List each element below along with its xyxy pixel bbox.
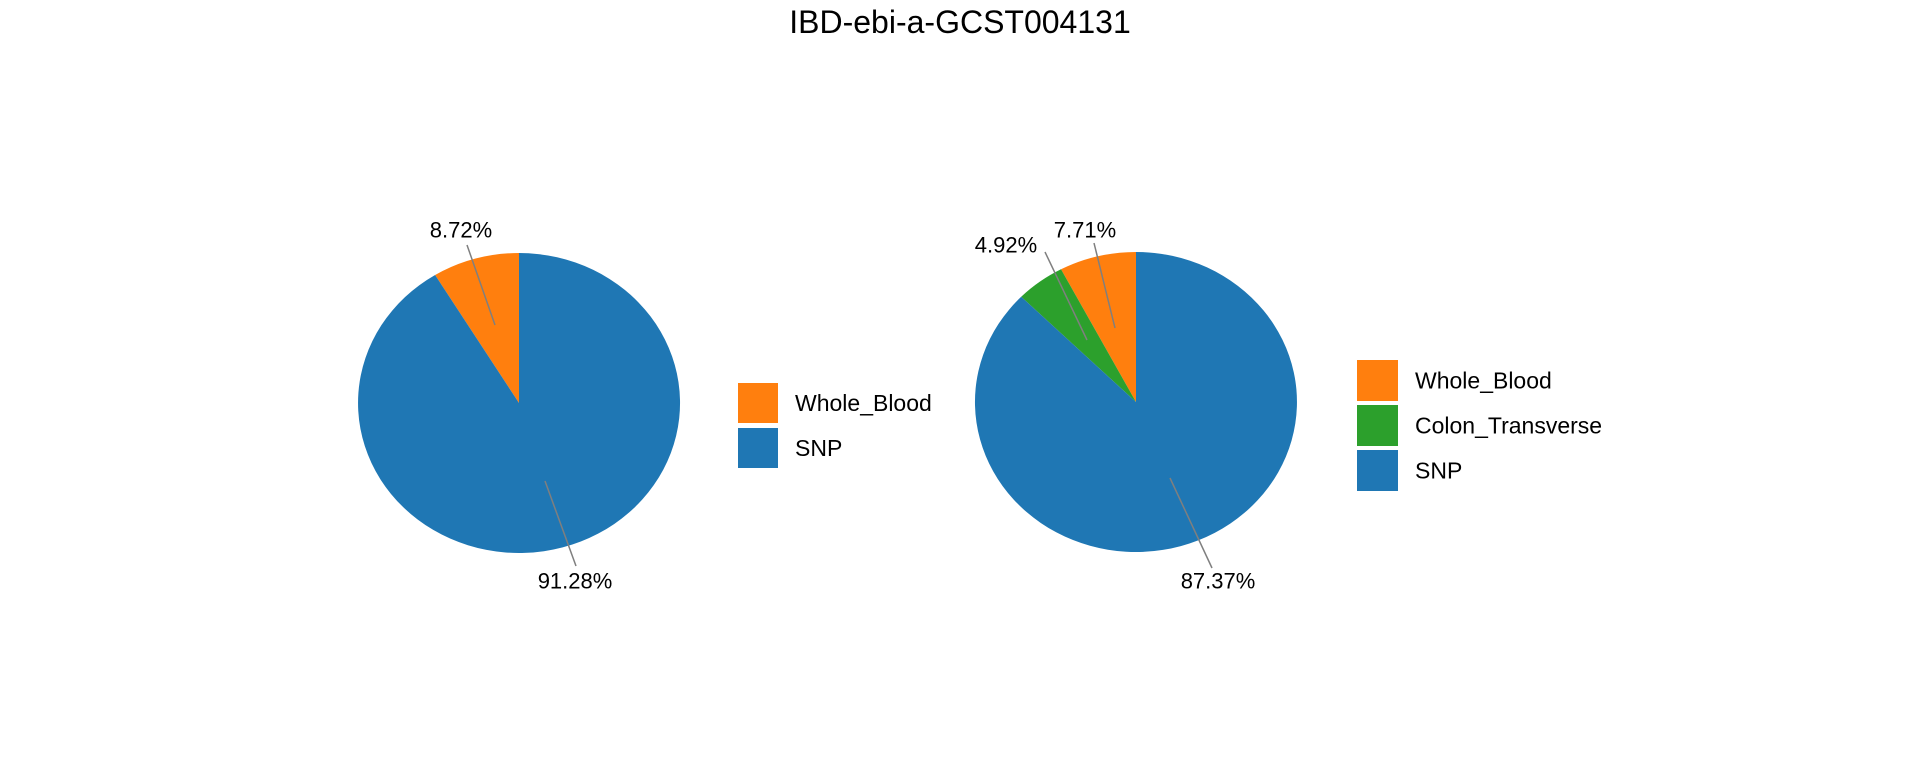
- pie-left-slice-whole-blood: [435, 253, 519, 403]
- pie-right: 7.71% 4.92% 87.37% Whole_Blood Colon_Transve…: [975, 218, 1602, 594]
- pie-right-legend: Whole_Blood Colon_Transverse SNP: [1357, 360, 1602, 491]
- pie-left: 8.72% 91.28% Whole_Blood SNP: [358, 218, 932, 594]
- pie-right-legend-swatch-whole-blood: [1357, 360, 1398, 401]
- pie-left-legend-label-snp: SNP: [795, 435, 842, 461]
- pie-left-leader-line-whole-blood: [466, 244, 496, 326]
- pie-left-legend: Whole_Blood SNP: [738, 383, 932, 468]
- pie-right-legend-swatch-snp: [1357, 450, 1398, 491]
- pie-right-legend-label-colon-transverse: Colon_Transverse: [1415, 413, 1602, 439]
- pie-right-percent-label-snp: 87.37%: [1181, 569, 1256, 594]
- chart-title: IBD-ebi-a-GCST004131: [789, 4, 1131, 40]
- pie-left-percent-label-snp: 91.28%: [538, 569, 613, 594]
- pie-right-legend-label-whole-blood: Whole_Blood: [1415, 368, 1552, 394]
- pie-right-legend-swatch-colon-transverse: [1357, 405, 1398, 446]
- pie-right-slice-colon-transverse: [1021, 269, 1136, 402]
- pie-right-leader-line-snp: [1169, 477, 1213, 569]
- pie-left-percent-label-whole-blood: 8.72%: [430, 218, 492, 243]
- pie-right-percent-label-whole-blood: 7.71%: [1054, 218, 1116, 243]
- pie-right-slice-snp: [974, 252, 1297, 552]
- pie-right-slice-whole-blood: [1061, 252, 1136, 402]
- pie-right-percent-label-colon-transverse: 4.92%: [975, 233, 1037, 258]
- pie-right-leader-line-whole-blood: [1093, 242, 1116, 329]
- pie-right-legend-label-snp: SNP: [1415, 458, 1462, 484]
- pie-left-legend-label-whole-blood: Whole_Blood: [795, 390, 932, 416]
- pie-left-leader-line-snp: [544, 480, 577, 567]
- pie-left-legend-swatch-whole-blood: [738, 383, 778, 423]
- pie-left-legend-swatch-snp: [738, 428, 778, 468]
- pie-left-slice-snp: [358, 253, 681, 554]
- pie-right-leader-line-colon-transverse: [1044, 251, 1088, 341]
